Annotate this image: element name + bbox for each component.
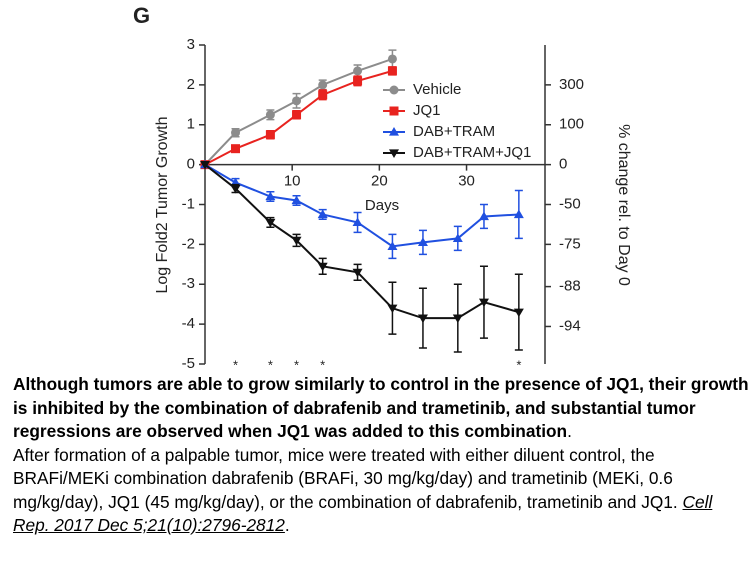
legend-marker xyxy=(389,149,399,158)
y-tick-label: 2 xyxy=(187,76,195,93)
citation-end: . xyxy=(284,515,290,535)
chart: G Log Fold2 Tumor Growth % change rel. t… xyxy=(133,3,632,372)
significance-mark: * xyxy=(268,357,273,372)
panel-label: G xyxy=(133,3,150,28)
point xyxy=(417,314,428,324)
point xyxy=(317,209,328,219)
point xyxy=(292,110,302,120)
point xyxy=(230,184,241,194)
x-tick-label: 20 xyxy=(371,173,388,190)
significance-mark: * xyxy=(294,357,299,372)
legend-marker xyxy=(389,127,399,136)
point xyxy=(452,314,463,324)
point xyxy=(387,304,398,314)
y2-tick-label: 300 xyxy=(559,76,584,93)
legend-label: DAB+TRAM xyxy=(413,123,495,140)
point xyxy=(200,161,210,170)
x-tick-label: 30 xyxy=(458,173,475,190)
caption-details: After formation of a palpable tumor, mic… xyxy=(13,444,678,512)
y2-tick-label: -88 xyxy=(559,278,581,295)
significance-mark: * xyxy=(516,357,521,372)
legend-label: Vehicle xyxy=(413,81,461,98)
point xyxy=(231,128,241,138)
point xyxy=(478,298,489,308)
y2-tick-label: -75 xyxy=(559,235,581,252)
point xyxy=(352,217,363,227)
y-tick-label: 1 xyxy=(187,116,195,133)
legend-marker xyxy=(389,85,399,95)
point xyxy=(513,209,524,219)
y-tick-label: 3 xyxy=(187,36,195,53)
y2-tick-label: 100 xyxy=(559,116,584,133)
point xyxy=(318,90,328,100)
point xyxy=(352,268,363,278)
x-axis-label: Days xyxy=(365,197,399,214)
point xyxy=(265,218,276,228)
point xyxy=(387,66,397,76)
legend-marker xyxy=(389,106,399,116)
point xyxy=(318,80,328,90)
caption-summary-end: . xyxy=(567,421,572,441)
citation[interactable]: Cell Rep. 2017 Dec 5;21(10):2796-2812 xyxy=(13,491,713,536)
y-tick-label: -4 xyxy=(182,315,195,332)
point xyxy=(452,233,463,242)
x-tick-label: 10 xyxy=(284,173,301,190)
y2-axis-label: % change rel. to Day 0 xyxy=(615,124,632,286)
point xyxy=(292,96,302,106)
y-tick-label: -2 xyxy=(182,235,195,252)
y-axis-label: Log Fold2 Tumor Growth xyxy=(154,117,171,294)
point xyxy=(317,262,328,272)
point xyxy=(265,110,275,120)
point xyxy=(353,76,363,86)
point xyxy=(265,191,276,201)
point xyxy=(387,54,397,64)
caption-summary: Although tumors are able to grow similar… xyxy=(13,374,749,441)
legend-label: DAB+TRAM+JQ1 xyxy=(413,144,531,161)
y2-tick-label: -50 xyxy=(559,195,581,212)
significance-mark: * xyxy=(233,357,238,372)
significance-mark: * xyxy=(320,357,325,372)
point xyxy=(387,241,398,250)
y-tick-label: -5 xyxy=(182,355,195,372)
y-tick-label: 0 xyxy=(187,156,195,173)
point xyxy=(231,144,241,154)
point xyxy=(291,236,302,246)
point xyxy=(353,66,363,76)
y-tick-label: -1 xyxy=(182,195,195,212)
point xyxy=(265,130,275,140)
caption: Although tumors are able to grow similar… xyxy=(13,373,751,538)
point xyxy=(513,308,524,318)
y-tick-label: -3 xyxy=(182,275,195,292)
legend-label: JQ1 xyxy=(413,102,441,119)
y2-tick-label: 0 xyxy=(559,156,567,173)
point xyxy=(478,211,489,221)
point xyxy=(417,237,428,246)
y2-tick-label: -94 xyxy=(559,317,581,334)
point xyxy=(291,195,302,205)
